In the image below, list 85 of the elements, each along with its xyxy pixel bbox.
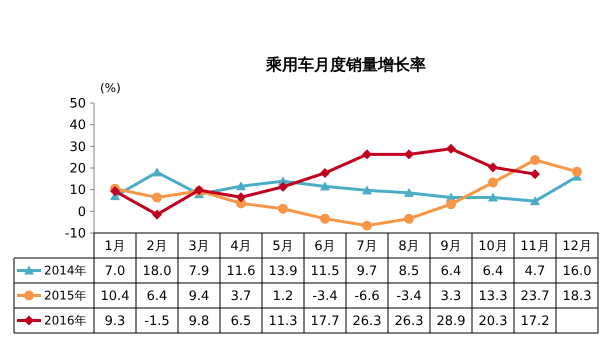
data-label: 18.0 [142, 264, 172, 280]
legend-label: 2016年 [44, 314, 87, 328]
data-label: 6.4 [482, 264, 504, 280]
x-tick-label: 12月 [562, 239, 592, 254]
y-tick-label: 0 [78, 204, 86, 220]
data-label: 11.5 [310, 264, 340, 280]
point [404, 214, 414, 224]
y-tick-label: -10 [64, 226, 86, 242]
x-tick-label: 2月 [146, 239, 168, 254]
data-label: 4.7 [524, 264, 546, 280]
data-label: 18.3 [562, 289, 592, 304]
data-label: 3.3 [440, 289, 462, 304]
y-tick-label: 30 [69, 140, 86, 155]
data-label: -3.4 [312, 289, 338, 304]
data-label: 13.9 [268, 264, 298, 280]
point [236, 192, 246, 202]
y-tick-label: 40 [69, 118, 86, 134]
point [572, 166, 582, 177]
data-label: 9.3 [104, 314, 126, 330]
legend-label: 2015年 [44, 288, 87, 303]
data-label: 1.2 [272, 289, 294, 304]
x-tick-label: 6月 [314, 239, 336, 254]
data-label: 7.0 [104, 264, 126, 280]
point [530, 169, 540, 180]
point [236, 181, 246, 190]
point [404, 149, 414, 160]
point [446, 144, 456, 154]
point [152, 192, 162, 202]
data-label: 28.9 [436, 314, 466, 330]
x-tick-label: 5月 [272, 239, 294, 254]
point [362, 185, 372, 194]
data-label: 3.7 [230, 289, 252, 304]
x-tick-label: 4月 [230, 239, 252, 254]
data-label: 17.2 [520, 314, 550, 330]
point [446, 199, 456, 210]
data-label: -1.5 [144, 314, 170, 330]
data-label: 9.7 [356, 264, 378, 280]
data-label: 26.3 [394, 314, 424, 330]
point [320, 168, 330, 178]
data-label: 7.9 [188, 264, 210, 280]
x-tick-label: 9月 [440, 239, 462, 254]
x-tick-label: 10月 [478, 239, 508, 254]
data-label: 11.6 [226, 264, 256, 280]
point [362, 220, 372, 231]
x-tick-label: 3月 [188, 239, 210, 254]
y-tick-label: 50 [69, 96, 86, 112]
data-label: 6.4 [146, 289, 168, 304]
data-label: 16.0 [562, 264, 592, 280]
point [278, 204, 288, 214]
legend-label: 2014年 [44, 264, 87, 278]
point [320, 181, 330, 190]
data-label: 26.3 [352, 314, 382, 330]
point [488, 192, 498, 202]
data-label: 6.4 [440, 264, 462, 280]
x-tick-label: 7月 [356, 239, 378, 254]
point [152, 210, 162, 220]
data-label: 23.7 [520, 289, 550, 304]
point [362, 149, 372, 160]
point [278, 182, 288, 192]
point [530, 196, 540, 206]
data-label: -6.6 [354, 289, 380, 304]
x-tick-label: 1月 [104, 239, 126, 254]
data-label: -3.4 [396, 289, 422, 304]
data-label: 9.8 [188, 314, 210, 330]
y-tick-label: 10 [69, 183, 86, 198]
y-tick-label: 20 [69, 162, 86, 177]
x-tick-label: 11月 [520, 239, 550, 254]
point [110, 186, 120, 196]
data-label: 10.4 [100, 289, 130, 304]
point [530, 154, 540, 165]
point [404, 188, 414, 197]
point [152, 167, 162, 176]
data-label: 17.7 [310, 314, 340, 330]
data-label: 6.5 [230, 314, 252, 330]
x-tick-label: 8月 [398, 239, 420, 254]
chart-title: 乘用车月度销量增长率 [265, 55, 426, 74]
data-label: 20.3 [478, 314, 508, 330]
point [488, 178, 498, 188]
point [320, 214, 330, 224]
y-axis-title: (%) [100, 81, 121, 95]
point [488, 162, 498, 172]
data-label: 13.3 [478, 289, 508, 304]
data-label: 9.4 [188, 289, 210, 304]
data-label: 11.3 [268, 314, 298, 330]
data-label: 8.5 [398, 264, 420, 280]
